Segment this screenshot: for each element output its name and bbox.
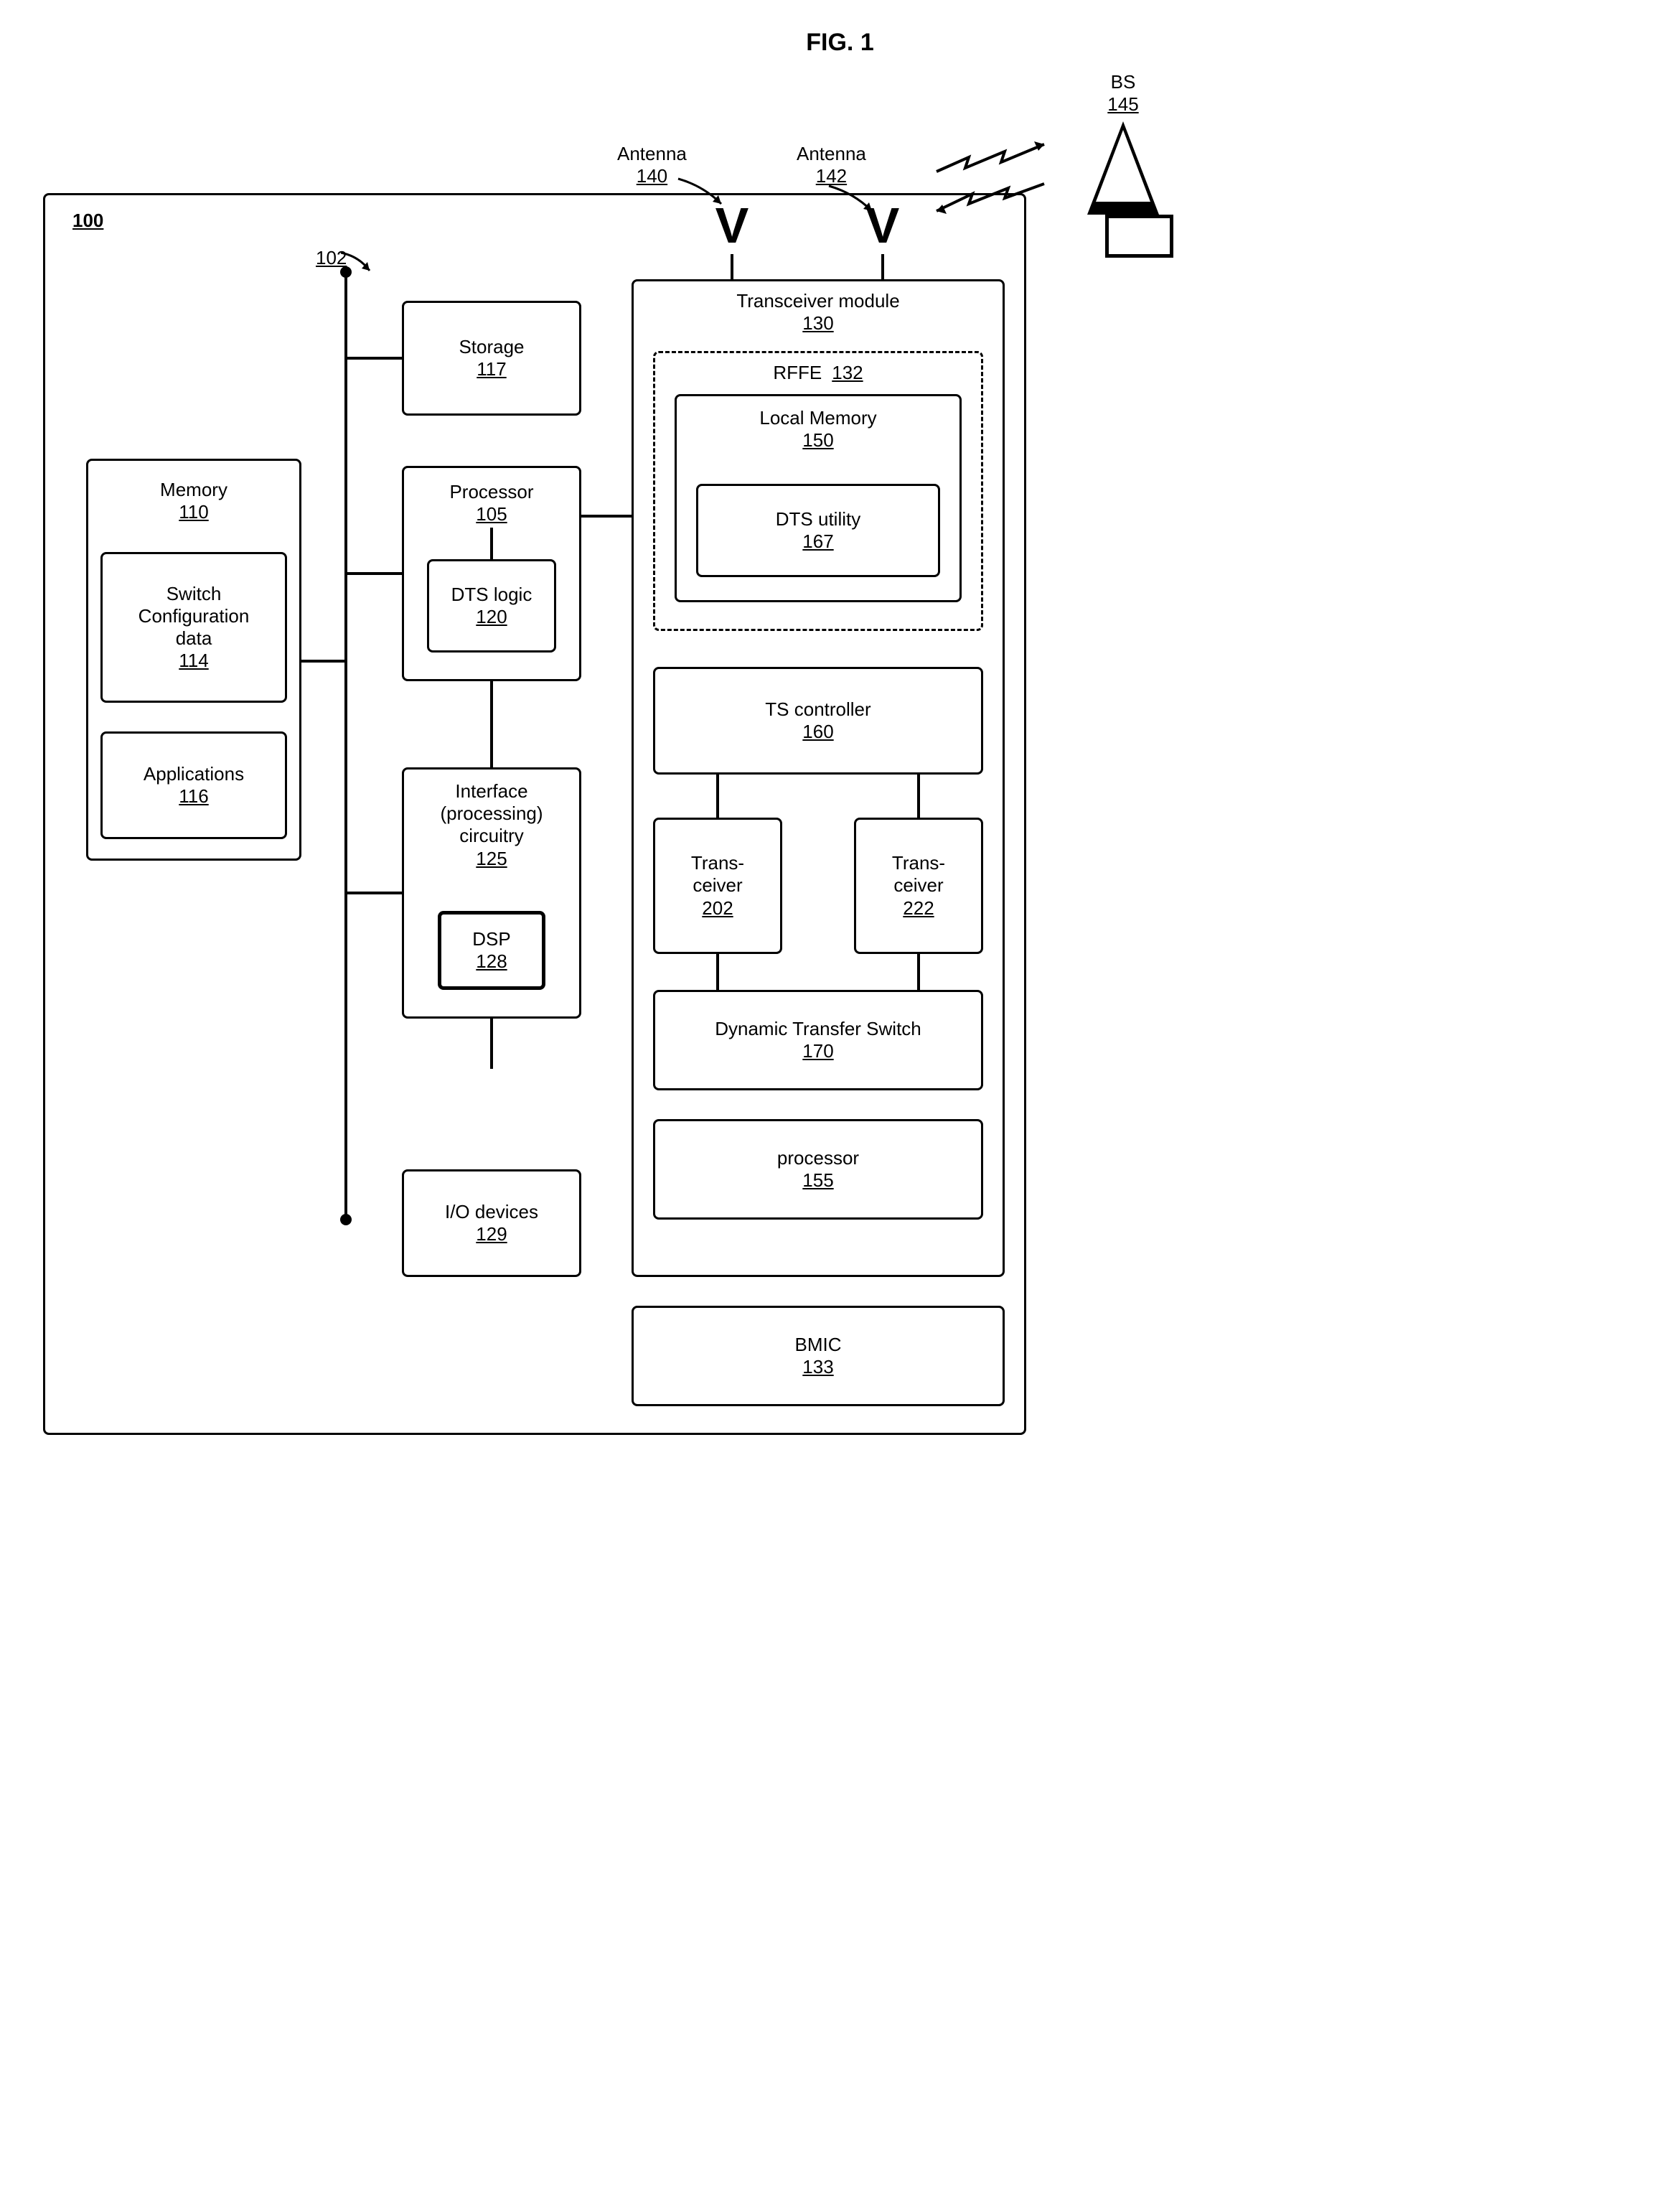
conn-xcvr-a-dts <box>716 954 719 990</box>
bs-label: BS 145 <box>1087 71 1159 116</box>
xcvr-b-l2: ceiver <box>893 874 943 897</box>
switch-cfg-block: Switch Configuration data 114 <box>100 552 287 703</box>
apps-block: Applications 116 <box>100 731 287 839</box>
bus-line <box>344 272 347 1220</box>
dsp-block: DSP 128 <box>438 911 545 990</box>
dts-logic-block: DTS logic 120 <box>427 559 556 653</box>
io-ref: 129 <box>476 1223 507 1245</box>
conn-proc-interface <box>490 681 493 767</box>
proc2-title: processor <box>777 1147 859 1169</box>
interface-ref: 125 <box>476 848 507 870</box>
bmic-title: BMIC <box>795 1334 842 1356</box>
switch-cfg-l1: Switch Configuration <box>108 583 279 627</box>
switch-cfg-ref: 114 <box>179 650 208 672</box>
dts-util-ref: 167 <box>802 530 833 553</box>
xcvr-b-block: Trans- ceiver 222 <box>854 818 983 954</box>
antenna2-label: Antenna 142 <box>797 143 866 187</box>
conn-ts-xcvr-b <box>917 775 920 818</box>
conn-interface-bus <box>346 892 402 894</box>
xcvr-a-block: Trans- ceiver 202 <box>653 818 782 954</box>
apps-ref: 116 <box>179 785 208 808</box>
antenna1-title: Antenna <box>617 143 687 164</box>
interface-l1: Interface <box>455 780 527 803</box>
bs-tower-icon <box>1087 121 1159 215</box>
memory-title: Memory <box>160 479 227 501</box>
dsp-ref: 128 <box>476 950 507 973</box>
xcvr-module-ref: 130 <box>802 312 833 335</box>
interface-l3: circuitry <box>459 825 524 847</box>
xcvr-a-l2: ceiver <box>693 874 742 897</box>
bmic-ref: 133 <box>802 1356 833 1378</box>
dts-util-block: DTS utility 167 <box>696 484 940 577</box>
apps-title: Applications <box>144 763 244 785</box>
rf-arrow-down <box>929 175 1059 225</box>
conn-storage-bus <box>346 357 402 360</box>
proc2-ref: 155 <box>802 1169 833 1192</box>
bs-base-icon <box>1105 215 1173 258</box>
conn-ts-xcvr-a <box>716 775 719 818</box>
bus-ref-arrow <box>337 249 380 278</box>
memory-ref: 110 <box>179 501 208 523</box>
device-ref: 100 <box>72 210 103 232</box>
bs-ref: 145 <box>1107 93 1138 115</box>
diagram-canvas: 100 102 Memory 110 Switch Configuration … <box>29 71 1177 1471</box>
bmic-block: BMIC 133 <box>632 1306 1005 1406</box>
ant2-stem <box>881 254 884 281</box>
ts-ctrl-title: TS controller <box>765 698 870 721</box>
proc2-block: processor 155 <box>653 1119 983 1220</box>
conn-xcvr-b-dts <box>917 954 920 990</box>
local-mem-ref: 150 <box>802 429 833 452</box>
antenna2-title: Antenna <box>797 143 866 164</box>
dts-block: Dynamic Transfer Switch 170 <box>653 990 983 1090</box>
conn-processor-bus <box>346 572 402 575</box>
switch-cfg-l2: data <box>176 627 212 650</box>
ts-ctrl-block: TS controller 160 <box>653 667 983 775</box>
dts-logic-ref: 120 <box>476 606 507 628</box>
rffe-title: RFFE <box>773 362 822 384</box>
xcvr-b-ref: 222 <box>903 897 934 920</box>
storage-ref: 117 <box>477 358 506 380</box>
local-mem-title: Local Memory <box>759 407 876 429</box>
conn-proc-xcvr <box>581 515 632 518</box>
processor-ref: 105 <box>476 503 507 525</box>
storage-title: Storage <box>459 336 524 358</box>
dts-ref: 170 <box>802 1040 833 1062</box>
processor-title: Processor <box>449 481 533 503</box>
figure-title: FIG. 1 <box>29 29 1651 57</box>
io-block: I/O devices 129 <box>402 1169 581 1277</box>
rffe-ref: 132 <box>832 362 863 384</box>
conn-memory-bus <box>301 660 346 663</box>
dts-title: Dynamic Transfer Switch <box>715 1018 921 1040</box>
antenna1-ref: 140 <box>637 165 667 187</box>
storage-block: Storage 117 <box>402 301 581 416</box>
conn-interface-stub <box>490 1019 493 1069</box>
xcvr-b-l1: Trans- <box>892 852 945 874</box>
ant1-stem <box>731 254 733 281</box>
interface-l2: (processing) <box>440 803 543 825</box>
xcvr-module-title: Transceiver module <box>736 290 899 312</box>
bs-title: BS <box>1111 71 1136 93</box>
dsp-title: DSP <box>472 928 510 950</box>
io-title: I/O devices <box>445 1201 538 1223</box>
ts-ctrl-ref: 160 <box>802 721 833 743</box>
dts-logic-title: DTS logic <box>451 584 532 606</box>
xcvr-a-ref: 202 <box>702 897 733 920</box>
dts-util-title: DTS utility <box>776 508 860 530</box>
conn-processor-inner <box>490 528 493 559</box>
xcvr-a-l1: Trans- <box>691 852 744 874</box>
